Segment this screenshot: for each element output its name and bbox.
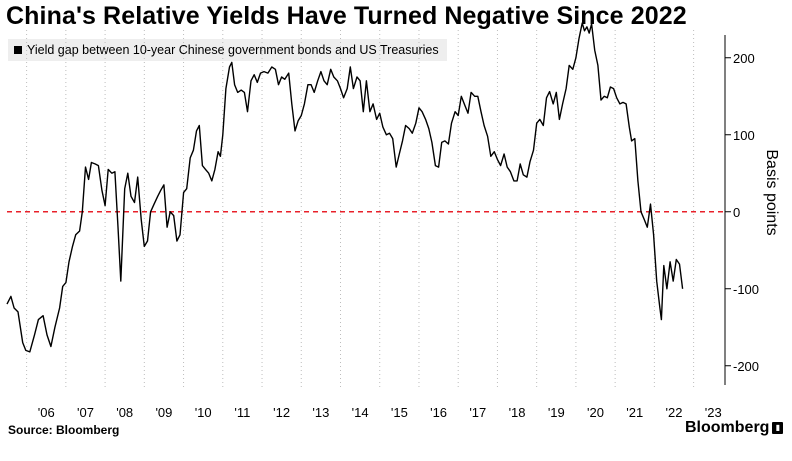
- y-tick-label: -100: [733, 282, 759, 297]
- x-tick-label: '22: [666, 405, 683, 420]
- x-tick-label: '07: [77, 405, 94, 420]
- x-tick-label: '13: [312, 405, 329, 420]
- y-axis-label: Basis points: [763, 149, 780, 235]
- x-tick-label: '20: [587, 405, 604, 420]
- x-tick-label: '15: [391, 405, 408, 420]
- x-tick-label: '09: [155, 405, 172, 420]
- bloomberg-terminal-icon: ▮: [772, 422, 784, 434]
- x-tick-label: '16: [430, 405, 447, 420]
- x-tick-label: '23: [705, 405, 722, 420]
- series-line-yield-gap: [6, 22, 684, 353]
- x-tick-label: '08: [116, 405, 133, 420]
- series-layer: [6, 22, 725, 353]
- x-tick-label: '19: [548, 405, 565, 420]
- y-tick-label: 200: [733, 51, 755, 66]
- y-tick-label: 100: [733, 128, 755, 143]
- axis-layer: '06 '07 '08 '09 '10 '11 '12 '13 '14 '15 '16 '17 '18 '…: [38, 35, 780, 420]
- x-tick-label: '14: [352, 405, 369, 420]
- legend: Yield gap between 10-year Chinese govern…: [8, 39, 447, 61]
- x-tick-label: '06: [38, 405, 55, 420]
- x-tick-label: '11: [234, 405, 250, 420]
- x-tick-label: '10: [195, 405, 212, 420]
- legend-swatch-icon: [14, 46, 22, 54]
- legend-label: Yield gap between 10-year Chinese govern…: [27, 43, 439, 57]
- chart-title: China's Relative Yields Have Turned Nega…: [6, 2, 687, 30]
- source-note: Source: Bloomberg: [8, 423, 120, 437]
- brand-name: Bloomberg: [685, 419, 770, 436]
- x-tick-label: '18: [509, 405, 526, 420]
- y-tick-label: 0: [733, 205, 740, 220]
- x-tick-label: '17: [469, 405, 486, 420]
- x-tick-label: '21: [626, 405, 643, 420]
- brand-logo: Bloomberg ▮: [685, 419, 784, 437]
- x-tick-label: '12: [273, 405, 290, 420]
- y-tick-label: -200: [733, 359, 759, 374]
